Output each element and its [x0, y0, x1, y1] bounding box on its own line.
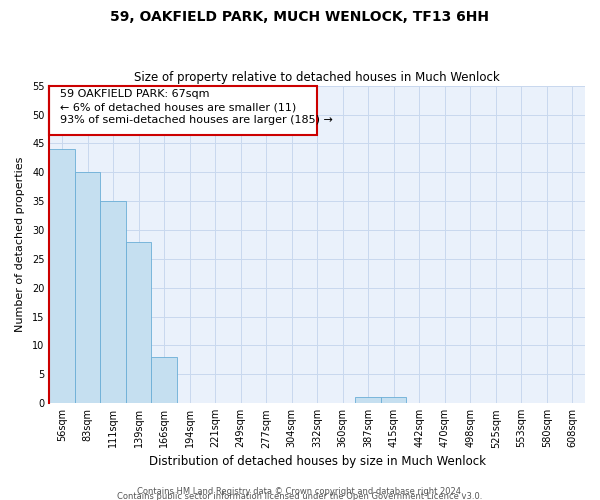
Text: Contains HM Land Registry data © Crown copyright and database right 2024.: Contains HM Land Registry data © Crown c…: [137, 486, 463, 496]
Text: 59, OAKFIELD PARK, MUCH WENLOCK, TF13 6HH: 59, OAKFIELD PARK, MUCH WENLOCK, TF13 6H…: [110, 10, 490, 24]
Title: Size of property relative to detached houses in Much Wenlock: Size of property relative to detached ho…: [134, 72, 500, 85]
X-axis label: Distribution of detached houses by size in Much Wenlock: Distribution of detached houses by size …: [149, 454, 485, 468]
Y-axis label: Number of detached properties: Number of detached properties: [15, 156, 25, 332]
Text: Contains public sector information licensed under the Open Government Licence v3: Contains public sector information licen…: [118, 492, 482, 500]
FancyBboxPatch shape: [49, 86, 317, 135]
Bar: [126, 242, 151, 403]
Bar: [49, 149, 75, 403]
Bar: [381, 398, 406, 403]
Bar: [355, 398, 381, 403]
Bar: [151, 357, 177, 403]
Text: 59 OAKFIELD PARK: 67sqm
← 6% of detached houses are smaller (11)
93% of semi-det: 59 OAKFIELD PARK: 67sqm ← 6% of detached…: [60, 89, 333, 125]
Bar: [100, 201, 126, 403]
Bar: [75, 172, 100, 403]
